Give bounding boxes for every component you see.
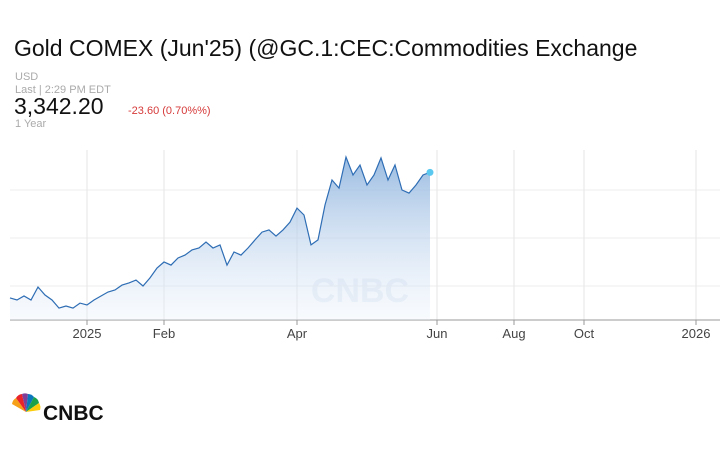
x-tick-label: 2026 [682,326,711,341]
line [9,154,431,309]
currency: USD [15,71,38,83]
plot: 2025 Feb Apr Jun Aug Oct 2026 [9,150,720,341]
x-tick-label: Apr [287,326,308,341]
x-tick-label: 2025 [73,326,102,341]
last-point [426,168,434,176]
petal [26,394,34,412]
range: 1 Year [15,118,47,130]
petal [12,398,26,412]
logo-icon [12,393,41,412]
petal [16,394,26,412]
x-tick-label: Aug [502,326,525,341]
petal [26,403,41,412]
petal [22,393,28,412]
price: 3,342.20 [14,93,104,119]
change: -23.60 (0.70%%) [128,105,211,117]
area [10,157,430,320]
x-tick-label: Feb [153,326,175,341]
last-time: Last | 2:29 PM EDT [15,84,111,96]
chart-title: Gold COMEX (Jun'25) (@GC.1:CEC:Commoditi… [14,35,637,61]
x-tick-label: Oct [574,326,595,341]
petal [26,397,39,412]
logo-text: CNBC [43,402,104,425]
x-tick-label: Jun [427,326,448,341]
